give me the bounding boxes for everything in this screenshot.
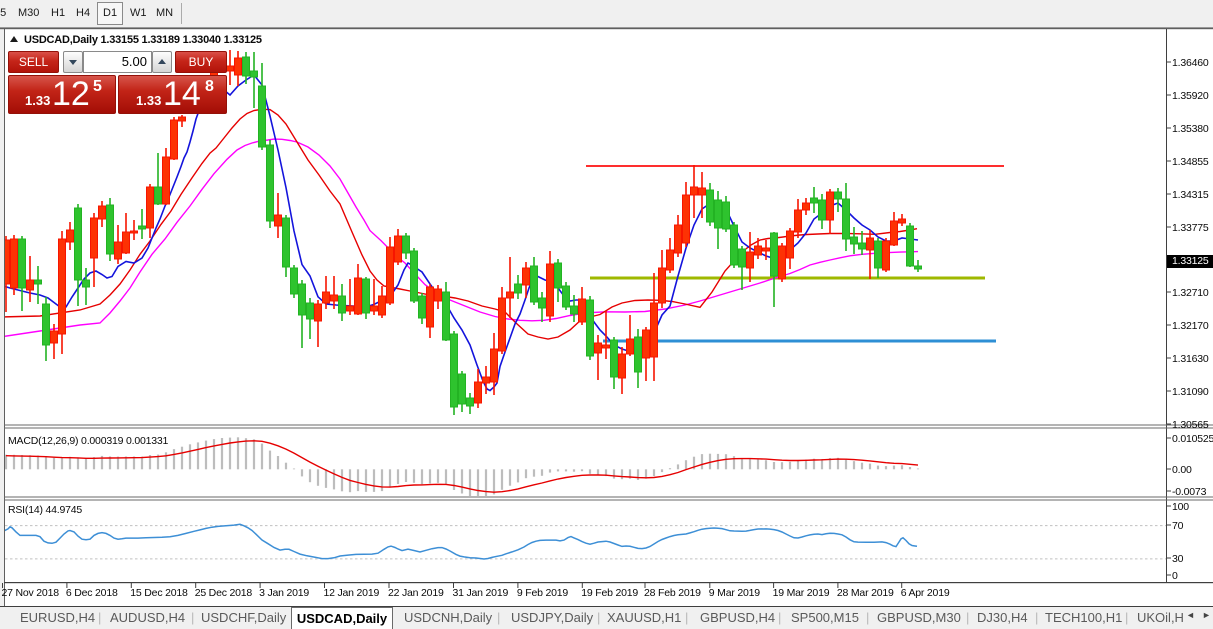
svg-text:22 Jan 2019: 22 Jan 2019 bbox=[388, 587, 444, 599]
svg-text:100: 100 bbox=[1172, 501, 1189, 513]
svg-text:-0.0073: -0.0073 bbox=[1172, 486, 1207, 498]
svg-text:1.34315: 1.34315 bbox=[1172, 189, 1209, 201]
svg-text:1.32710: 1.32710 bbox=[1172, 287, 1209, 299]
svg-text:19 Mar 2019: 19 Mar 2019 bbox=[773, 587, 830, 599]
svg-text:1.31090: 1.31090 bbox=[1172, 386, 1209, 398]
svg-text:28 Mar 2019: 28 Mar 2019 bbox=[837, 587, 894, 599]
svg-text:9 Mar 2019: 9 Mar 2019 bbox=[709, 587, 760, 599]
svg-text:1.30565: 1.30565 bbox=[1172, 419, 1209, 431]
svg-text:70: 70 bbox=[1172, 520, 1184, 532]
svg-text:0.010525: 0.010525 bbox=[1172, 433, 1213, 445]
svg-text:15 Dec 2018: 15 Dec 2018 bbox=[130, 587, 188, 599]
svg-text:1.33775: 1.33775 bbox=[1172, 222, 1209, 234]
svg-text:9 Feb 2019: 9 Feb 2019 bbox=[517, 587, 568, 599]
svg-text:USDCAD,Daily 1.33155 1.33189: USDCAD,Daily 1.33155 1.33189 1.33040 1.3… bbox=[24, 34, 262, 46]
svg-text:28 Feb 2019: 28 Feb 2019 bbox=[644, 587, 701, 599]
svg-text:19 Feb 2019: 19 Feb 2019 bbox=[581, 587, 638, 599]
svg-text:0: 0 bbox=[1172, 570, 1178, 582]
svg-text:RSI(14) 44.9745: RSI(14) 44.9745 bbox=[8, 504, 82, 516]
svg-text:6 Dec 2018: 6 Dec 2018 bbox=[66, 587, 118, 599]
svg-text:1.35380: 1.35380 bbox=[1172, 123, 1209, 135]
svg-text:25 Dec 2018: 25 Dec 2018 bbox=[195, 587, 253, 599]
svg-text:12 Jan 2019: 12 Jan 2019 bbox=[324, 587, 380, 599]
svg-text:1.35920: 1.35920 bbox=[1172, 90, 1209, 102]
svg-text:31 Jan 2019: 31 Jan 2019 bbox=[453, 587, 509, 599]
svg-text:1.34855: 1.34855 bbox=[1172, 156, 1209, 168]
svg-text:27 Nov 2018: 27 Nov 2018 bbox=[2, 587, 60, 599]
svg-text:MACD(12,26,9) 0.000319 0.00133: MACD(12,26,9) 0.000319 0.001331 bbox=[8, 435, 169, 447]
svg-text:0.00: 0.00 bbox=[1172, 464, 1192, 476]
svg-text:3 Jan 2019: 3 Jan 2019 bbox=[259, 587, 309, 599]
svg-text:1.32170: 1.32170 bbox=[1172, 320, 1209, 332]
svg-text:6 Apr 2019: 6 Apr 2019 bbox=[901, 587, 950, 599]
svg-text:1.31630: 1.31630 bbox=[1172, 353, 1209, 365]
svg-text:30: 30 bbox=[1172, 553, 1184, 565]
svg-text:1.36460: 1.36460 bbox=[1172, 57, 1209, 69]
